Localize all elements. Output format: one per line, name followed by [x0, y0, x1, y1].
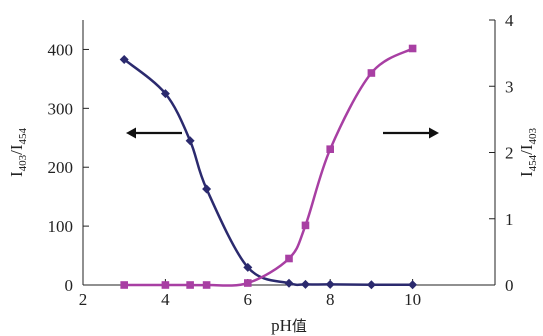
series-right — [120, 44, 417, 289]
arrow-left — [126, 127, 182, 139]
data-point — [408, 280, 418, 290]
data-point — [186, 281, 194, 289]
y-right-tick-label: 0 — [505, 276, 514, 295]
arrows-group — [126, 127, 439, 139]
data-point — [119, 54, 129, 64]
data-point — [202, 184, 212, 194]
axes-group — [82, 20, 496, 286]
data-point — [301, 221, 310, 230]
x-tick-label: 4 — [161, 290, 170, 309]
series-line — [124, 47, 414, 287]
y-left-title: I403/I454 — [7, 127, 29, 177]
x-axis-title: pH值 — [271, 316, 307, 335]
data-point — [243, 262, 253, 272]
data-point — [325, 279, 335, 289]
arrow-head — [126, 127, 136, 139]
data-point — [244, 279, 252, 287]
data-point — [366, 280, 376, 290]
x-tick-label: 2 — [79, 290, 88, 309]
data-point — [408, 44, 417, 53]
arrow-head — [429, 127, 439, 139]
data-point — [161, 281, 170, 289]
data-point — [285, 254, 293, 263]
y-left-tick-label: 100 — [48, 217, 74, 236]
data-point — [185, 136, 195, 146]
data-point — [367, 69, 376, 77]
data-point — [300, 279, 310, 289]
series-line — [123, 58, 413, 287]
y-right-tick-label: 4 — [505, 11, 514, 30]
y-right-tick-label: 1 — [505, 210, 514, 229]
series-left — [119, 54, 418, 290]
y-left-tick-label: 200 — [48, 158, 74, 177]
x-tick-label: 8 — [326, 290, 335, 309]
y-right-tick-label: 3 — [505, 77, 514, 96]
x-tick-label: 10 — [404, 290, 421, 309]
y-left-tick-label: 400 — [48, 40, 74, 59]
data-point — [326, 145, 334, 153]
data-point — [120, 281, 128, 289]
y-right-title: I454/I403 — [517, 127, 539, 177]
data-point — [160, 89, 170, 99]
data-point — [284, 278, 294, 288]
titles-group: pH值 I403/I454 I454/I403 — [7, 127, 539, 335]
series-group — [119, 44, 418, 290]
arrow-right — [383, 127, 439, 139]
data-point — [202, 281, 211, 289]
y-left-tick-label: 300 — [48, 99, 74, 118]
y-left-tick-label: 0 — [65, 276, 74, 295]
y-right-tick-label: 2 — [505, 144, 514, 163]
x-tick-label: 6 — [244, 290, 253, 309]
